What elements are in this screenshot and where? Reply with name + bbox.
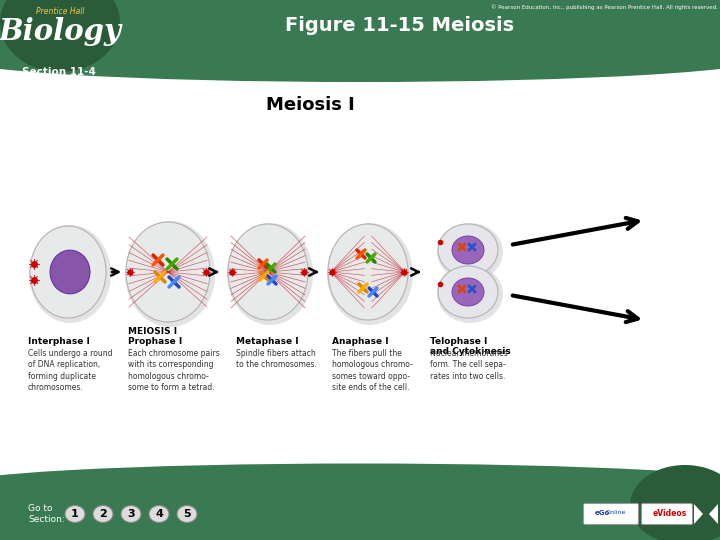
Ellipse shape bbox=[227, 223, 313, 325]
Ellipse shape bbox=[438, 266, 498, 318]
Ellipse shape bbox=[452, 278, 484, 306]
Text: 3: 3 bbox=[127, 509, 135, 519]
Ellipse shape bbox=[126, 222, 210, 322]
Text: eGo: eGo bbox=[595, 510, 611, 516]
Ellipse shape bbox=[30, 226, 106, 318]
Text: Each chromosome pairs
with its corresponding
homologous chromo-
some to form a t: Each chromosome pairs with its correspon… bbox=[128, 349, 220, 393]
Ellipse shape bbox=[50, 250, 90, 294]
Bar bbox=[0, 0, 720, 55]
Text: Prophase I: Prophase I bbox=[128, 337, 182, 346]
Ellipse shape bbox=[121, 505, 141, 523]
Text: 4: 4 bbox=[155, 509, 163, 519]
Ellipse shape bbox=[228, 224, 308, 320]
Text: Go to
Section:: Go to Section: bbox=[28, 504, 65, 524]
Text: Prentice Hall: Prentice Hall bbox=[36, 8, 84, 17]
Ellipse shape bbox=[0, 463, 720, 509]
Ellipse shape bbox=[437, 265, 503, 323]
Text: Nuclear membranes
form. The cell sepa-
rates into two cells.: Nuclear membranes form. The cell sepa- r… bbox=[430, 349, 508, 381]
FancyBboxPatch shape bbox=[642, 503, 693, 524]
Bar bbox=[0, 60, 720, 480]
Text: © Pearson Education, Inc., publishing as Pearson Prentice Hall. All rights reser: © Pearson Education, Inc., publishing as… bbox=[491, 4, 718, 10]
Text: Interphase I: Interphase I bbox=[28, 337, 90, 346]
Text: Spindle fibers attach
to the chromosomes.: Spindle fibers attach to the chromosomes… bbox=[236, 349, 317, 369]
Text: 1: 1 bbox=[71, 509, 79, 519]
Text: The fibers pull the
homologous chromo-
somes toward oppo-
site ends of the cell.: The fibers pull the homologous chromo- s… bbox=[332, 349, 413, 393]
Text: 2: 2 bbox=[99, 509, 107, 519]
Text: Meiosis I: Meiosis I bbox=[266, 96, 354, 114]
Ellipse shape bbox=[328, 224, 408, 320]
Ellipse shape bbox=[437, 223, 503, 281]
Ellipse shape bbox=[327, 223, 413, 325]
Text: eVideos: eVideos bbox=[653, 509, 688, 517]
Polygon shape bbox=[709, 504, 718, 524]
Text: Section 11-4: Section 11-4 bbox=[22, 67, 96, 77]
Ellipse shape bbox=[65, 505, 85, 523]
Ellipse shape bbox=[630, 465, 720, 540]
Polygon shape bbox=[694, 504, 703, 524]
Text: Cells undergo a round
of DNA replication,
forming duplicate
chromosomes.: Cells undergo a round of DNA replication… bbox=[28, 349, 112, 393]
Text: Metaphase I: Metaphase I bbox=[236, 337, 299, 346]
Text: 5: 5 bbox=[183, 509, 191, 519]
Text: Telophase I
and Cytokinesis: Telophase I and Cytokinesis bbox=[430, 337, 510, 356]
Ellipse shape bbox=[29, 225, 111, 323]
Text: MEIOSIS I: MEIOSIS I bbox=[128, 327, 177, 336]
Ellipse shape bbox=[452, 236, 484, 264]
Bar bbox=[0, 488, 720, 540]
Text: Figure 11-15 Meiosis: Figure 11-15 Meiosis bbox=[285, 16, 515, 35]
Ellipse shape bbox=[177, 505, 197, 523]
Ellipse shape bbox=[149, 505, 169, 523]
Ellipse shape bbox=[0, 32, 720, 82]
Ellipse shape bbox=[125, 221, 215, 327]
Text: Biology: Biology bbox=[0, 17, 122, 46]
Text: Anaphase I: Anaphase I bbox=[332, 337, 389, 346]
Ellipse shape bbox=[438, 224, 498, 276]
Ellipse shape bbox=[93, 505, 113, 523]
FancyBboxPatch shape bbox=[583, 503, 639, 524]
Text: Online: Online bbox=[606, 510, 626, 516]
Ellipse shape bbox=[0, 0, 120, 72]
